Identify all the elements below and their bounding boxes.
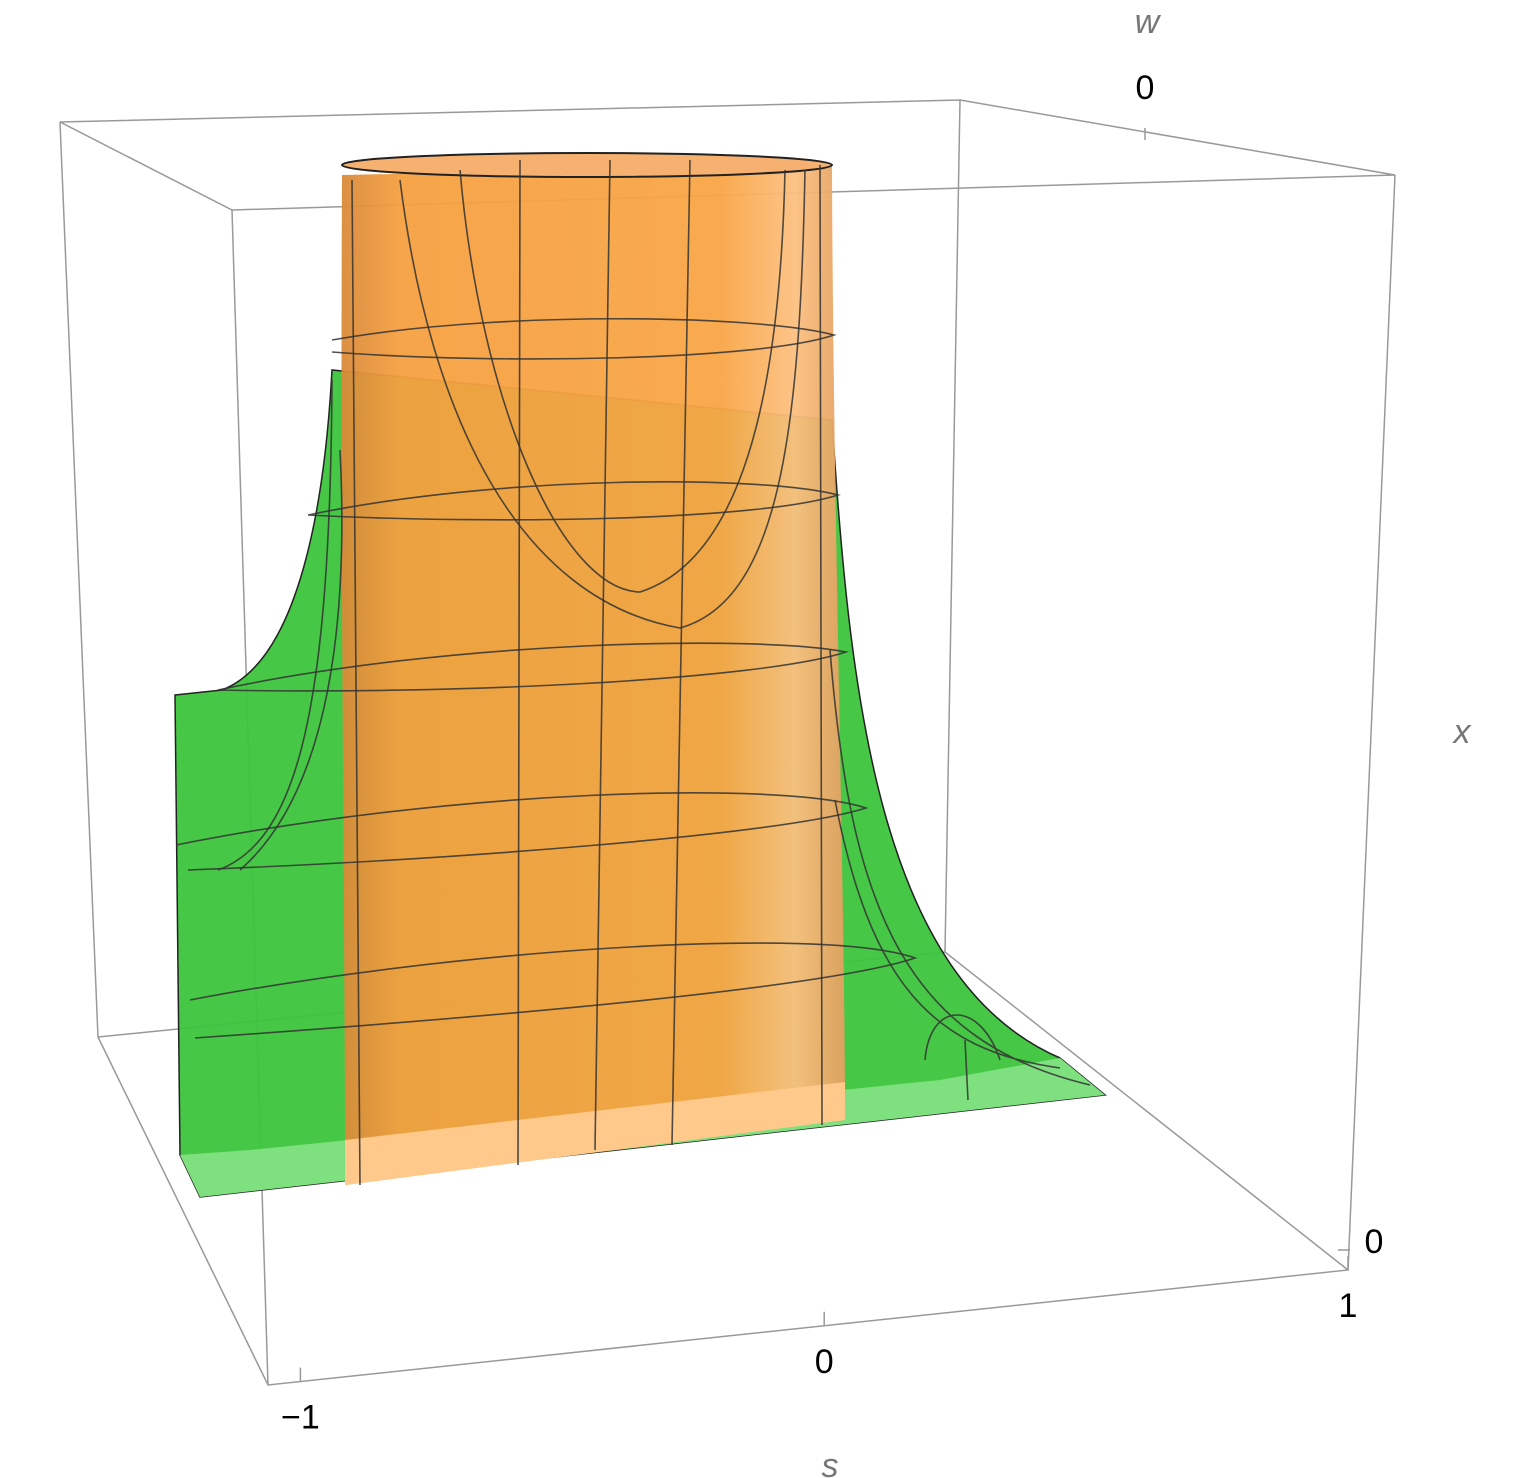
- axis-label: x: [1452, 713, 1472, 751]
- mesh-line: [829, 649, 1091, 1101]
- mesh-line: [175, 792, 869, 871]
- mesh-line: [217, 642, 850, 692]
- mesh-line: [217, 379, 343, 871]
- mesh-line: [307, 481, 841, 521]
- mesh-line: [459, 169, 786, 593]
- s-tick-label: 1: [1339, 1287, 1358, 1325]
- mesh-line: [331, 317, 837, 360]
- s-tick-label: −1: [281, 1399, 320, 1437]
- orange-top: [341, 152, 833, 178]
- w-tick-label: 0: [1136, 69, 1155, 107]
- axis-label: s: [822, 1447, 839, 1478]
- axis-label: w: [1135, 3, 1162, 41]
- mesh-line: [189, 942, 918, 1039]
- s-tick-label: 0: [815, 1343, 834, 1381]
- mesh-line: [351, 159, 823, 1186]
- orange-surface: [341, 165, 845, 1185]
- mesh: [175, 159, 1091, 1186]
- mesh-line: [399, 169, 806, 629]
- box-edge: [944, 99, 961, 953]
- x-tick-label: 0: [1365, 1223, 1384, 1261]
